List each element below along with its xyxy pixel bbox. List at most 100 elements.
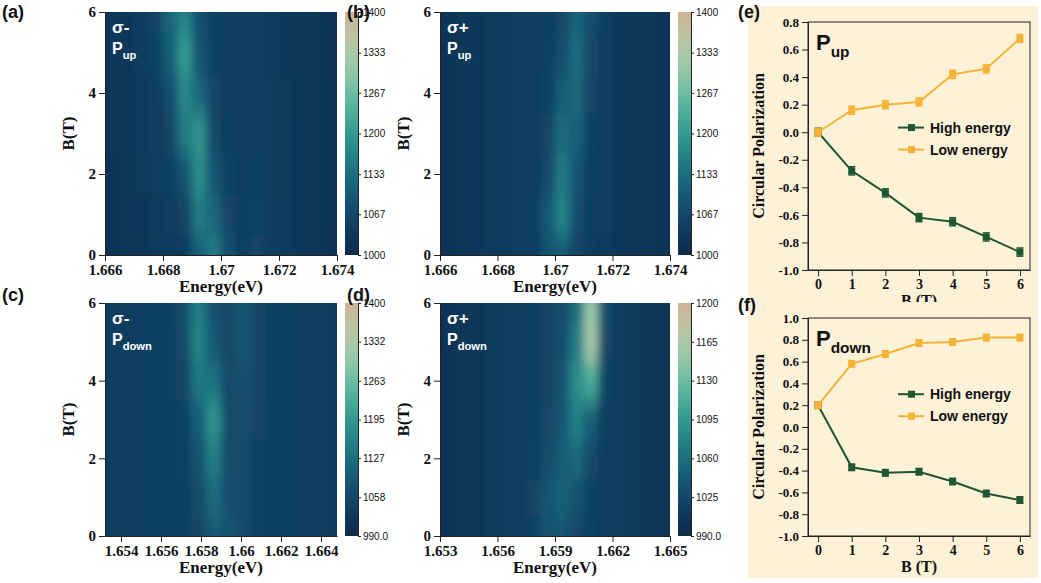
heatmap-cell bbox=[149, 194, 164, 235]
heatmap-cell bbox=[512, 113, 527, 154]
data-point bbox=[916, 98, 923, 105]
tick-label: 1.668 bbox=[481, 262, 515, 278]
tick: 5 bbox=[983, 536, 990, 558]
heatmap-cell bbox=[512, 12, 527, 33]
tick-mark bbox=[953, 270, 954, 276]
heatmap-cell bbox=[541, 32, 556, 73]
heatmap-cell bbox=[250, 235, 265, 255]
heatmap-cell bbox=[641, 12, 656, 33]
tick-mark bbox=[802, 270, 808, 271]
heatmap-cell bbox=[296, 400, 312, 439]
tick: 1.674 bbox=[321, 255, 355, 278]
heatmap-cell bbox=[498, 303, 513, 323]
error-bar bbox=[815, 402, 822, 409]
heatmap-cell bbox=[120, 235, 135, 255]
tick-mark bbox=[358, 214, 361, 215]
heatmap-cell bbox=[266, 303, 282, 323]
annotation: Pdown bbox=[112, 331, 152, 352]
tick-mark bbox=[691, 381, 694, 382]
heatmap-cell bbox=[308, 113, 323, 154]
data-point bbox=[949, 218, 956, 225]
tick: 4 bbox=[424, 85, 441, 101]
heatmap-cell bbox=[613, 32, 628, 73]
error-bar bbox=[916, 468, 923, 475]
error-bar bbox=[815, 128, 822, 136]
tick-label: 1.656 bbox=[145, 543, 179, 559]
heatmap-cell bbox=[584, 439, 599, 478]
tick-label: -0.6 bbox=[778, 208, 799, 223]
heatmap-cell bbox=[207, 12, 222, 33]
tick: -0.6 bbox=[778, 485, 808, 500]
heatmap-cell bbox=[627, 113, 642, 154]
tick-label: 5 bbox=[983, 277, 990, 292]
heatmap-cell bbox=[265, 154, 280, 195]
error-bar bbox=[916, 98, 923, 106]
tick-mark bbox=[163, 255, 164, 261]
heatmap-cell bbox=[221, 400, 237, 439]
panel-letter: (d) bbox=[347, 285, 370, 305]
heatmap-cell bbox=[584, 361, 599, 400]
heatmap-panel: 1.6661.6681.671.6721.6740246Energy(eV)B(… bbox=[59, 0, 386, 296]
heatmap-cell bbox=[120, 73, 135, 114]
heatmap-cell bbox=[116, 517, 132, 536]
error-bar bbox=[949, 70, 956, 78]
heatmap-cell bbox=[308, 154, 323, 195]
heatmap-cell bbox=[569, 194, 584, 235]
tick: -0.6 bbox=[778, 208, 808, 223]
data-point bbox=[916, 468, 923, 475]
data-point bbox=[815, 402, 822, 409]
heatmap-cell bbox=[236, 517, 252, 536]
heatmap-cell bbox=[265, 194, 280, 235]
tick-label: 1000 bbox=[363, 250, 386, 261]
heatmap-cell bbox=[265, 113, 280, 154]
tick-label: 6 bbox=[424, 4, 432, 20]
heatmap-cell bbox=[163, 73, 178, 114]
heatmap-cell bbox=[483, 32, 498, 73]
x-axis: 0123456 bbox=[809, 536, 1031, 558]
tick-label: 0.0 bbox=[783, 125, 799, 140]
tick: 1.672 bbox=[263, 255, 297, 278]
heatmap-cell bbox=[555, 235, 570, 255]
heatmap-cell bbox=[131, 517, 147, 536]
heatmap-cell bbox=[598, 439, 613, 478]
tick: 1.656 bbox=[145, 536, 179, 559]
heatmap-cell bbox=[206, 478, 222, 517]
tick: 0.8 bbox=[783, 15, 808, 30]
tick: 4 bbox=[89, 373, 106, 389]
tick-label: 1.659 bbox=[539, 543, 573, 559]
heatmap-cell bbox=[120, 113, 135, 154]
heatmap-cell bbox=[613, 517, 628, 536]
heatmap-cell bbox=[656, 194, 670, 235]
heatmap-cell bbox=[569, 439, 584, 478]
legend-item: Low energy bbox=[898, 408, 1008, 424]
tick-mark bbox=[691, 420, 694, 421]
tick-mark bbox=[434, 536, 440, 537]
tick-mark bbox=[802, 77, 808, 78]
tick-label: 1000 bbox=[696, 250, 719, 261]
heatmap-cell bbox=[163, 113, 178, 154]
tick-label: 1333 bbox=[363, 47, 386, 58]
data-point bbox=[848, 360, 855, 367]
heatmap-cell bbox=[641, 32, 656, 73]
heatmap-cell bbox=[498, 12, 513, 33]
data-point bbox=[949, 478, 956, 485]
heatmap-cell bbox=[192, 194, 207, 235]
tick: 6 bbox=[1017, 270, 1024, 292]
tick-mark bbox=[337, 255, 338, 261]
heatmap-cell bbox=[526, 517, 541, 536]
tick-label: -1.0 bbox=[778, 529, 799, 544]
y-axis-title: B(T) bbox=[59, 403, 78, 437]
heatmap-cell bbox=[146, 478, 162, 517]
tick: 6 bbox=[89, 295, 106, 311]
tick-mark bbox=[555, 255, 556, 261]
heatmap-cell bbox=[281, 361, 297, 400]
heatmap-cell bbox=[250, 154, 265, 195]
polarization-label: σ- bbox=[112, 309, 129, 328]
tick-mark bbox=[802, 340, 808, 341]
heatmap-cell bbox=[613, 303, 628, 323]
heatmap-cell bbox=[512, 154, 527, 195]
heatmap-cell bbox=[265, 12, 280, 33]
tick-mark bbox=[802, 105, 808, 106]
colorbar: 1000106711331200126713331400 bbox=[678, 7, 719, 261]
heatmap-cell bbox=[498, 32, 513, 73]
